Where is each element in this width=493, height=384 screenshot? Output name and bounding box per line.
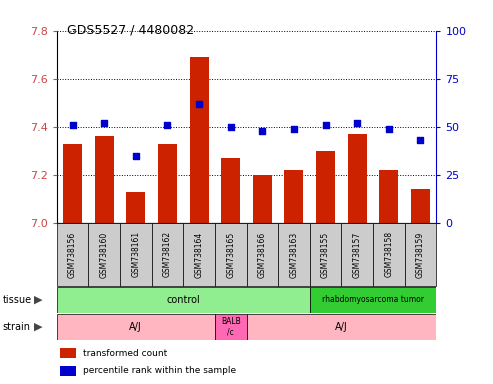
Point bbox=[417, 137, 424, 143]
Bar bbox=[95, 136, 113, 223]
Bar bbox=[246, 223, 278, 286]
Text: GSM738165: GSM738165 bbox=[226, 231, 235, 278]
Bar bbox=[158, 144, 177, 223]
Point bbox=[258, 127, 266, 134]
Text: rhabdomyosarcoma tumor: rhabdomyosarcoma tumor bbox=[322, 295, 424, 305]
Point bbox=[164, 122, 172, 128]
Point bbox=[353, 120, 361, 126]
Text: percentile rank within the sample: percentile rank within the sample bbox=[83, 366, 236, 375]
Point bbox=[290, 126, 298, 132]
Text: GDS5527 / 4480082: GDS5527 / 4480082 bbox=[67, 23, 194, 36]
Bar bbox=[120, 223, 152, 286]
Text: control: control bbox=[166, 295, 200, 305]
Bar bbox=[373, 223, 405, 286]
Bar bbox=[316, 151, 335, 223]
Text: GSM738164: GSM738164 bbox=[195, 231, 204, 278]
Bar bbox=[63, 144, 82, 223]
Point bbox=[195, 101, 203, 107]
Bar bbox=[310, 287, 436, 313]
Bar bbox=[189, 57, 209, 223]
Point bbox=[100, 120, 108, 126]
Text: strain: strain bbox=[2, 322, 31, 332]
Bar bbox=[411, 189, 430, 223]
Bar bbox=[284, 170, 304, 223]
Text: BALB
/c: BALB /c bbox=[221, 317, 241, 336]
Point bbox=[227, 124, 235, 130]
Point bbox=[385, 126, 393, 132]
Bar bbox=[183, 223, 215, 286]
Text: ▶: ▶ bbox=[34, 295, 42, 305]
Text: tissue: tissue bbox=[2, 295, 32, 305]
Bar bbox=[57, 287, 310, 313]
Text: A/J: A/J bbox=[129, 322, 142, 332]
Bar bbox=[126, 192, 145, 223]
Bar bbox=[152, 223, 183, 286]
Point bbox=[69, 122, 76, 128]
Text: GSM738166: GSM738166 bbox=[258, 231, 267, 278]
Text: GSM738161: GSM738161 bbox=[131, 231, 141, 278]
Bar bbox=[246, 314, 436, 340]
Text: A/J: A/J bbox=[335, 322, 348, 332]
Text: transformed count: transformed count bbox=[83, 349, 168, 358]
Text: GSM738158: GSM738158 bbox=[385, 231, 393, 278]
Text: GSM738156: GSM738156 bbox=[68, 231, 77, 278]
Bar bbox=[61, 366, 76, 376]
Text: GSM738157: GSM738157 bbox=[352, 231, 362, 278]
Bar bbox=[341, 223, 373, 286]
Text: ▶: ▶ bbox=[34, 322, 42, 332]
Bar bbox=[405, 223, 436, 286]
Bar bbox=[88, 223, 120, 286]
Bar bbox=[61, 348, 76, 358]
Bar bbox=[310, 223, 341, 286]
Bar bbox=[278, 223, 310, 286]
Bar bbox=[215, 223, 246, 286]
Bar bbox=[215, 314, 246, 340]
Text: GSM738162: GSM738162 bbox=[163, 231, 172, 278]
Bar bbox=[57, 314, 215, 340]
Point bbox=[132, 152, 140, 159]
Bar bbox=[57, 223, 88, 286]
Bar bbox=[253, 175, 272, 223]
Bar bbox=[380, 170, 398, 223]
Bar bbox=[348, 134, 367, 223]
Text: GSM738155: GSM738155 bbox=[321, 231, 330, 278]
Text: GSM738159: GSM738159 bbox=[416, 231, 425, 278]
Text: GSM738163: GSM738163 bbox=[289, 231, 298, 278]
Point bbox=[321, 122, 329, 128]
Bar bbox=[221, 158, 240, 223]
Text: GSM738160: GSM738160 bbox=[100, 231, 108, 278]
